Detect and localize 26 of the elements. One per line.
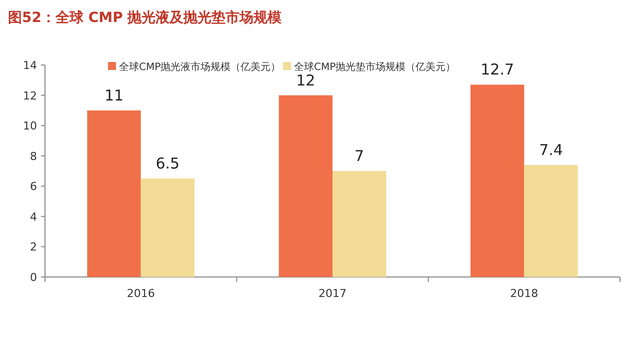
y-tick-label: 10 (23, 120, 37, 133)
legend-label: 全球CMP抛光垫市场规模（亿美元） (294, 61, 456, 73)
bar (524, 164, 578, 277)
data-label: 7 (354, 147, 364, 165)
y-tick-label: 0 (30, 271, 37, 284)
bar (470, 84, 524, 277)
y-tick-label: 12 (23, 89, 37, 102)
y-tick-label: 2 (30, 240, 37, 254)
y-tick-label: 8 (30, 150, 37, 163)
legend-label: 全球CMP抛光液市场规模（亿美元） (119, 61, 281, 73)
chart-title: 图52：全球 CMP 抛光液及抛光垫市场规模 (8, 9, 283, 26)
data-label: 6.5 (156, 154, 180, 173)
data-label: 11 (104, 86, 124, 104)
y-tick-label: 14 (23, 59, 37, 72)
bar (278, 95, 332, 277)
x-tick-label: 2017 (318, 287, 346, 300)
x-tick-label: 2016 (126, 287, 155, 300)
y-tick-label: 4 (30, 210, 37, 224)
data-label: 12.7 (480, 60, 514, 79)
bar (332, 171, 386, 277)
bar (140, 178, 194, 277)
x-tick-label: 2018 (510, 287, 538, 300)
data-label: 7.4 (539, 140, 563, 159)
data-label: 12 (296, 71, 316, 90)
y-tick-label: 6 (30, 180, 37, 194)
bar (87, 110, 141, 277)
